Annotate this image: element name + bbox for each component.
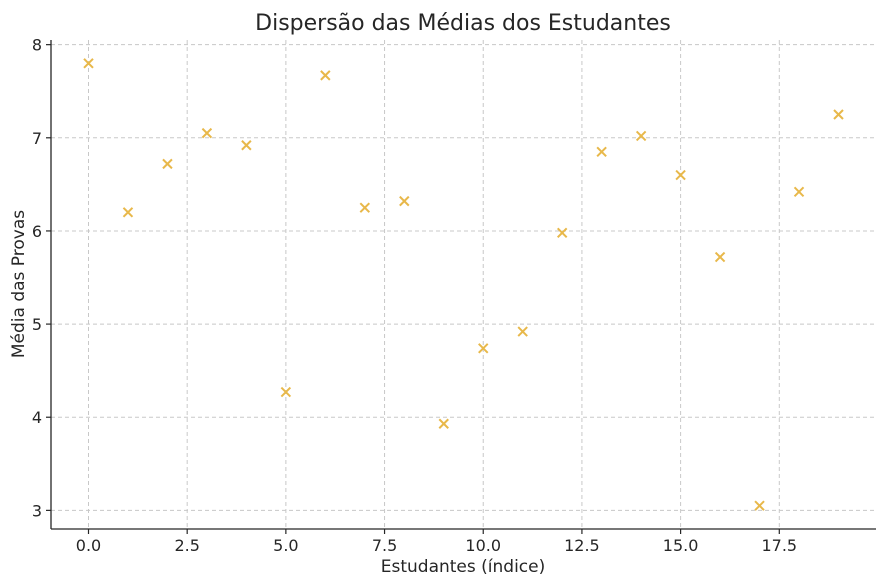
data-point <box>162 158 173 170</box>
x-tick-label: 10.0 <box>465 536 501 555</box>
chart-title: Dispersão das Médias dos Estudantes <box>255 11 671 36</box>
x-tick-label: 12.5 <box>564 536 600 555</box>
data-point <box>635 130 647 142</box>
data-point <box>478 343 489 354</box>
x-tick-label: 5.0 <box>273 536 298 555</box>
x-axis-label: Estudantes (índice) <box>381 557 546 577</box>
data-point <box>359 202 371 213</box>
data-point <box>675 169 686 181</box>
data-point <box>714 251 726 263</box>
x-tick-label: 17.5 <box>761 536 797 555</box>
data-point <box>280 386 292 398</box>
data-point <box>754 500 765 511</box>
data-point <box>399 195 410 207</box>
y-axis-label: Média das Provas <box>9 210 29 358</box>
axes-spines <box>50 40 876 530</box>
data-point <box>793 186 805 198</box>
y-tick-label: 4 <box>32 408 42 427</box>
x-tick-label: 7.5 <box>372 536 397 555</box>
x-axis-ticks: 0.0 2.5 5.0 7.5 10.0 12.5 15.0 17.5 <box>76 529 797 555</box>
y-tick-label: 8 <box>32 36 42 55</box>
x-tick-label: 15.0 <box>663 536 699 555</box>
y-tick-label: 5 <box>32 315 42 334</box>
y-tick-label: 3 <box>32 501 42 520</box>
data-point <box>320 70 331 81</box>
x-tick-label: 2.5 <box>174 536 199 555</box>
data-points <box>83 58 844 511</box>
data-point <box>122 207 134 218</box>
data-point <box>241 140 252 151</box>
x-tick-label: 0.0 <box>76 536 101 555</box>
y-tick-label: 6 <box>32 222 42 241</box>
data-point <box>556 227 568 239</box>
y-tick-label: 7 <box>32 129 42 148</box>
data-point <box>517 326 528 337</box>
data-point <box>201 127 213 139</box>
data-point <box>596 146 607 157</box>
data-point <box>438 418 449 429</box>
grid-lines <box>51 40 876 529</box>
y-axis-ticks: 3 4 5 6 7 8 <box>32 36 51 520</box>
data-point <box>83 58 94 69</box>
data-point <box>833 109 844 120</box>
